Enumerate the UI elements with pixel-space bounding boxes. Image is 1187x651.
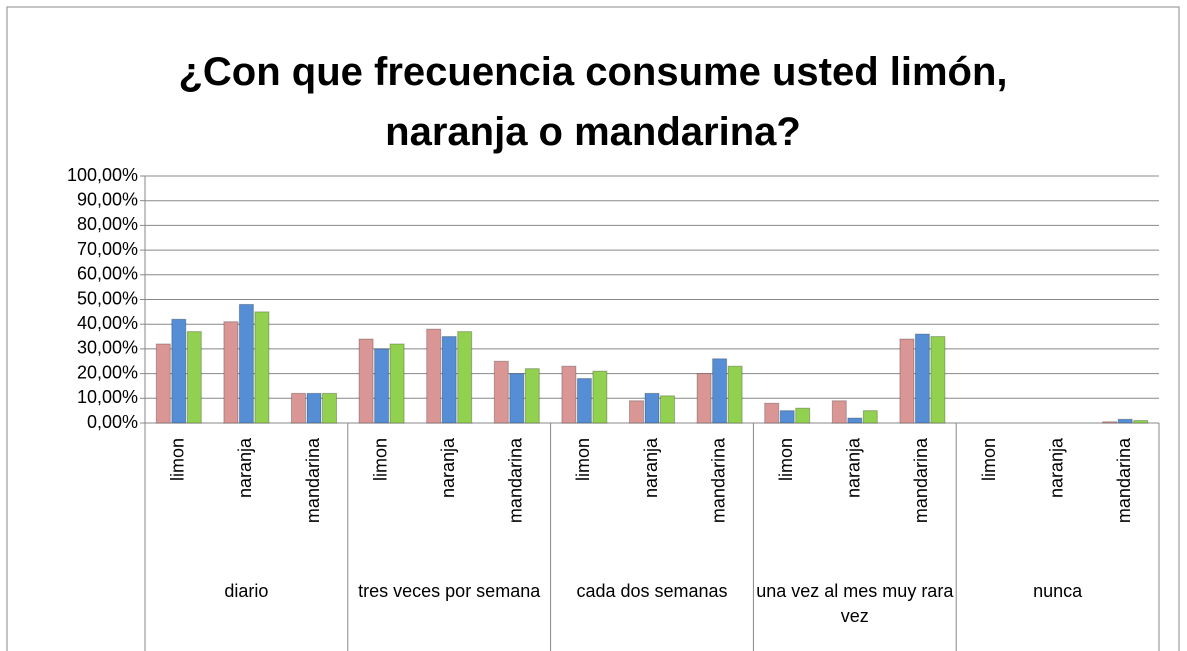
bar	[1117, 418, 1133, 424]
bar	[389, 343, 405, 424]
x-tick-label: mandarina	[506, 437, 526, 523]
bar	[914, 333, 930, 424]
bar	[1102, 421, 1118, 424]
bar	[727, 365, 743, 424]
bar	[426, 328, 442, 424]
bar	[358, 338, 374, 424]
bar	[764, 402, 780, 424]
bar	[155, 343, 171, 424]
x-tick-label: naranja	[1046, 437, 1066, 498]
bar	[306, 392, 322, 424]
bar	[862, 410, 878, 424]
x-tick-label: mandarina	[1114, 437, 1134, 523]
bar	[493, 360, 509, 424]
bar	[696, 373, 712, 424]
y-tick-label: 30,00%	[77, 338, 138, 358]
chart-title: ¿Con que frecuencia consume usted limón,…	[178, 50, 1008, 154]
bar	[930, 336, 946, 424]
bar	[254, 311, 270, 424]
x-tick-label: limon	[979, 438, 999, 481]
x-tick-label: limon	[370, 438, 390, 481]
bar	[629, 400, 644, 424]
bar	[831, 400, 847, 424]
bar	[322, 392, 337, 424]
chart-border	[6, 6, 1180, 651]
bar	[712, 358, 728, 424]
bar	[238, 303, 254, 424]
group-label: cada dos semanas	[576, 581, 728, 601]
y-tick-label: 70,00%	[77, 239, 138, 259]
x-tick-label: mandarina	[911, 437, 931, 523]
y-tick-label: 90,00%	[77, 189, 138, 209]
bar	[847, 417, 863, 424]
x-tick-label: naranja	[844, 437, 864, 498]
bar	[457, 331, 473, 424]
x-tick-label: limon	[168, 438, 188, 481]
y-tick-label: 50,00%	[77, 288, 138, 308]
x-tick-label: naranja	[235, 437, 255, 498]
x-tick-label: limon	[573, 438, 593, 481]
bar	[576, 378, 592, 424]
x-tick-label: naranja	[641, 437, 661, 498]
bar	[524, 368, 540, 424]
bar	[374, 348, 390, 424]
x-tick-label: mandarina	[708, 437, 728, 523]
bar	[899, 338, 915, 424]
bar	[660, 395, 675, 424]
bar	[779, 410, 795, 424]
group-label: tres veces por semana	[358, 581, 541, 601]
y-tick-label: 0,00%	[87, 412, 138, 432]
bar	[795, 407, 811, 424]
y-tick-label: 20,00%	[77, 362, 138, 382]
x-tick-label: mandarina	[303, 437, 323, 523]
bar	[1133, 420, 1149, 424]
bar	[644, 392, 660, 424]
y-tick-label: 80,00%	[77, 214, 138, 234]
group-label: diario	[224, 581, 269, 601]
bar	[223, 321, 239, 424]
bar	[592, 370, 608, 424]
y-tick-label: 100,00%	[67, 165, 138, 185]
y-tick-label: 40,00%	[77, 313, 138, 333]
bar	[441, 336, 457, 424]
bar	[561, 365, 577, 424]
bar	[291, 392, 306, 424]
group-label: nunca	[1033, 581, 1083, 601]
bar	[509, 373, 525, 424]
x-tick-label: limon	[776, 438, 796, 481]
y-tick-label: 60,00%	[77, 264, 138, 284]
y-tick-label: 10,00%	[77, 387, 138, 407]
bar	[186, 331, 202, 424]
group-label: una vez al mes muy rara vez	[756, 581, 954, 626]
x-tick-label: naranja	[438, 437, 458, 498]
bar	[171, 318, 187, 424]
